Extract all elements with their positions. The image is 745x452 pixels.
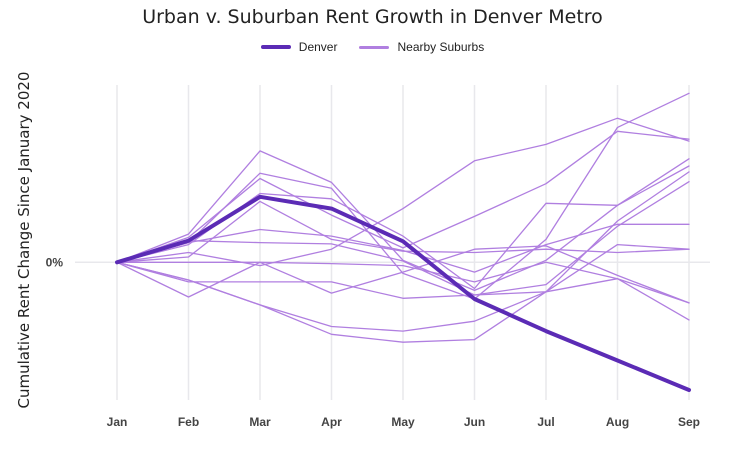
legend-item-suburbs: Nearby Suburbs [359,40,484,54]
series-line-suburb-8 [116,245,690,304]
series-line-suburb-6 [116,223,690,273]
legend: Denver Nearby Suburbs [0,40,745,54]
x-tick-label-aug: Aug [606,415,629,429]
legend-swatch-denver [260,45,291,49]
x-tick-label-mar: Mar [249,415,271,429]
denver-line-layer [115,194,691,392]
legend-swatch-suburbs [359,45,390,49]
x-tick-label-apr: Apr [321,415,342,429]
series-line-suburb-10 [116,243,690,299]
y-tick-label-0: 0% [46,255,64,269]
tick-labels: Jan Feb Mar Apr May Jun Jul Aug Sep 0% [46,255,700,429]
chart-title: Urban v. Suburban Rent Growth in Denver … [142,6,603,28]
series-line-suburb-13 [116,117,690,267]
x-tick-label-may: May [391,415,415,429]
legend-item-denver: Denver [260,40,338,54]
x-tick-label-jul: Jul [537,415,554,429]
series-line-denver [115,194,691,392]
x-tick-label-jan: Jan [107,415,128,429]
series-line-suburb-9 [116,261,690,321]
series-line-suburb-7 [116,181,690,296]
legend-label-suburbs: Nearby Suburbs [397,40,485,54]
x-tick-label-jun: Jun [464,415,485,429]
x-tick-label-sep: Sep [678,415,700,429]
series-line-suburb-1 [116,150,690,292]
series-line-suburb-12 [116,171,690,343]
legend-label-denver: Denver [298,40,338,54]
suburb-lines [116,92,690,343]
series-line-suburb-2 [116,92,690,300]
x-tick-label-feb: Feb [178,415,199,429]
series-line-suburb-3 [116,130,690,263]
